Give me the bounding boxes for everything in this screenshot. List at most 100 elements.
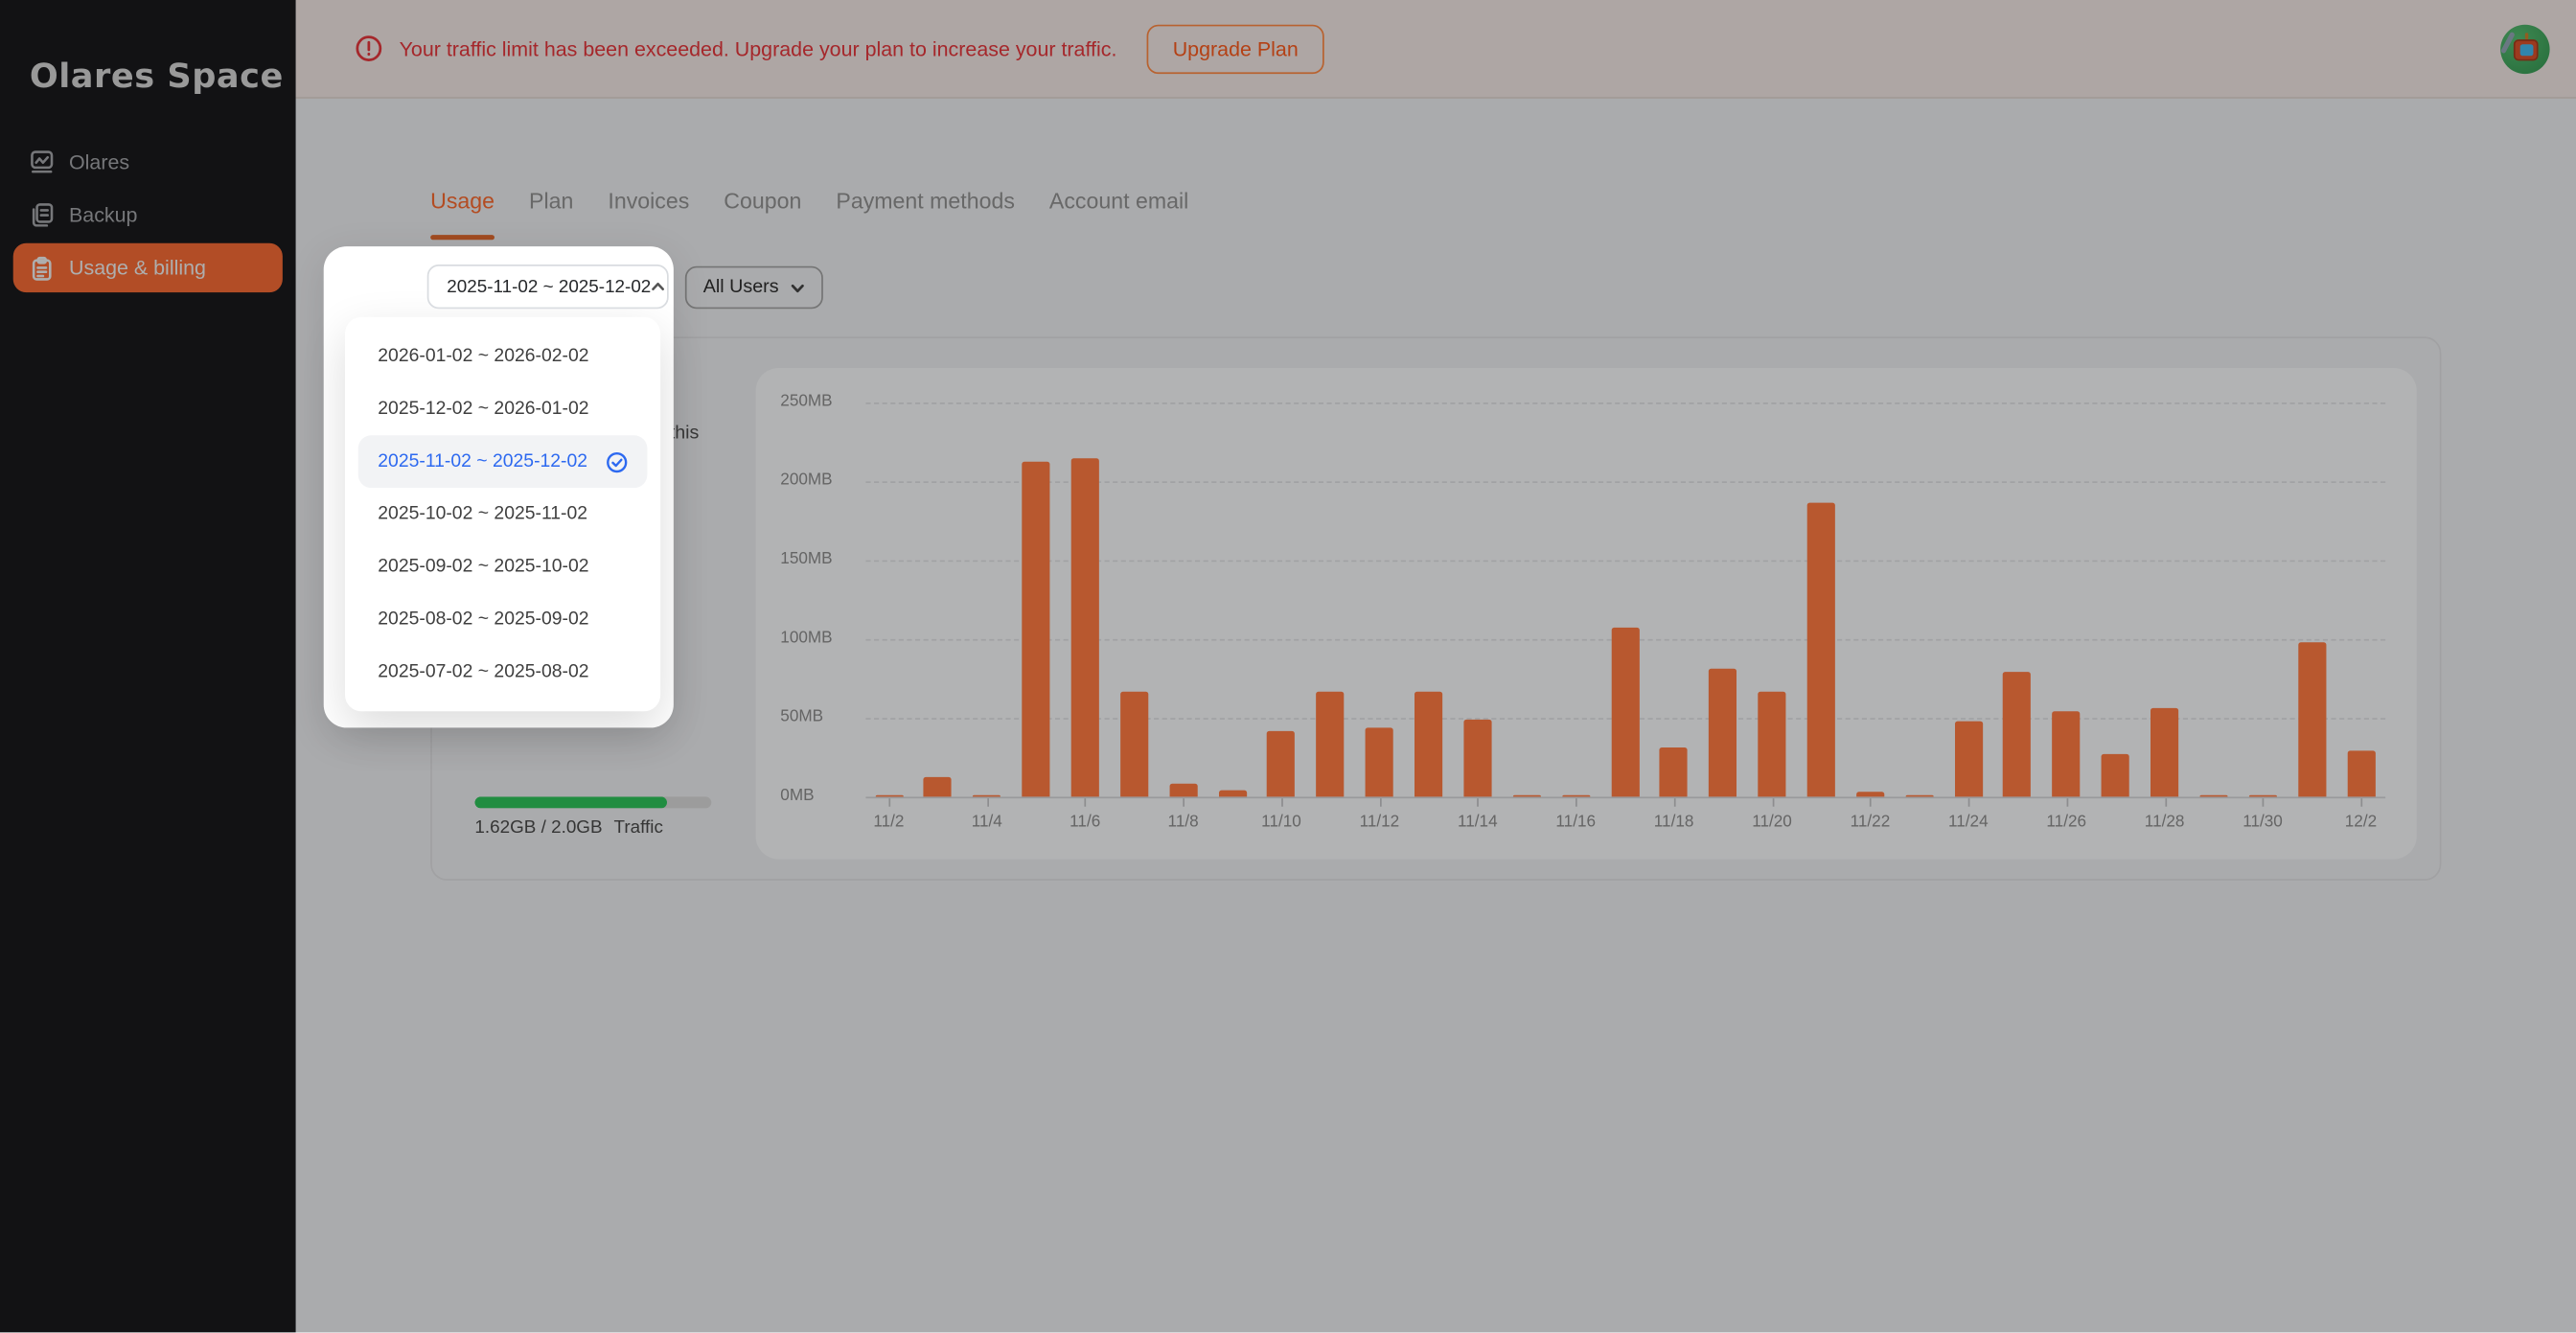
x-axis-tick-label: 11/18 xyxy=(1653,813,1694,832)
x-axis-tick-label: 11/20 xyxy=(1752,813,1792,832)
usage-bar-11-5 xyxy=(1022,460,1050,797)
date-range-select[interactable]: 2025-11-02 ~ 2025-12-02 xyxy=(426,264,669,310)
tab-coupon[interactable]: Coupon xyxy=(724,189,802,214)
x-axis-tick-label: 11/28 xyxy=(2144,813,2185,832)
user-filter-select[interactable]: All Users xyxy=(684,265,823,310)
usage-bar-11-2 xyxy=(874,793,904,797)
x-axis-tick xyxy=(1085,798,1087,807)
usage-bar-11-16 xyxy=(1561,793,1590,797)
usage-bar-11-20 xyxy=(1758,691,1786,797)
sidebar-item-usage-billing[interactable]: Usage & billing xyxy=(12,242,283,293)
tab-payment-methods[interactable]: Payment methods xyxy=(836,189,1015,214)
x-axis-tick-label: 12/2 xyxy=(2344,813,2378,832)
usage-bar-11-27 xyxy=(2101,753,2130,797)
copy-docs-icon xyxy=(30,202,55,227)
tab-account-email[interactable]: Account email xyxy=(1048,189,1189,214)
usage-bar-11-13 xyxy=(1414,691,1443,797)
check-circle-icon xyxy=(607,451,628,472)
gridline xyxy=(865,560,2386,563)
sidebar: Olares Space Olares Backup Usage & billi… xyxy=(0,0,296,1333)
x-axis-tick-label: 11/6 xyxy=(1070,813,1101,832)
x-axis-tick xyxy=(1379,798,1382,807)
x-axis-tick xyxy=(2164,798,2167,807)
x-axis-tick xyxy=(1967,798,1970,807)
x-axis-tick xyxy=(1772,798,1774,807)
x-axis-tick xyxy=(1576,798,1577,807)
date-range-option[interactable]: 2025-09-02 ~ 2025-10-02 xyxy=(358,540,648,593)
usage-bar-11-10 xyxy=(1267,730,1296,797)
tab-plan[interactable]: Plan xyxy=(529,189,574,214)
x-axis-tick xyxy=(1281,798,1283,807)
usage-bar-11-25 xyxy=(2003,672,2032,797)
x-axis-line xyxy=(865,796,2386,799)
quota-amount: 1.62GB / 2.0GB xyxy=(474,817,603,839)
usage-bar-11-12 xyxy=(1365,727,1393,797)
main-content: Usage Plan Invoices Coupon Payment metho… xyxy=(296,99,2576,1333)
usage-bar-11-8 xyxy=(1169,784,1198,797)
x-axis-tick-label: 11/30 xyxy=(2242,813,2283,832)
x-axis-tick-label: 11/26 xyxy=(2046,813,2087,832)
gridline xyxy=(865,402,2386,404)
x-axis-tick xyxy=(1673,798,1676,807)
usage-bar-11-29 xyxy=(2199,794,2228,797)
date-range-option[interactable]: 2025-12-02 ~ 2026-01-02 xyxy=(358,382,648,435)
y-axis-tick-label: 150MB xyxy=(780,550,833,569)
usage-bar-11-23 xyxy=(1905,794,1934,797)
date-range-option[interactable]: 2025-07-02 ~ 2025-08-02 xyxy=(358,646,648,699)
usage-bar-12-1 xyxy=(2297,642,2326,797)
warning-message: Your traffic limit has been exceeded. Up… xyxy=(399,36,1117,60)
tab-usage[interactable]: Usage xyxy=(430,189,495,241)
date-range-option[interactable]: 2026-01-02 ~ 2026-02-02 xyxy=(358,331,648,383)
date-range-option[interactable]: 2025-08-02 ~ 2025-09-02 xyxy=(358,593,648,646)
traffic-warning-banner: Your traffic limit has been exceeded. Up… xyxy=(295,0,2576,99)
usage-bar-11-28 xyxy=(2150,708,2179,797)
x-axis-tick-label: 11/22 xyxy=(1850,813,1891,832)
quota-unit-label: Traffic xyxy=(613,817,663,839)
date-range-option[interactable]: 2025-10-02 ~ 2025-11-02 xyxy=(358,488,648,540)
x-axis-tick xyxy=(2263,798,2265,807)
x-axis-tick-label: 11/12 xyxy=(1359,813,1400,832)
usage-bar-11-18 xyxy=(1660,747,1689,797)
option-label: 2025-08-02 ~ 2025-09-02 xyxy=(378,609,589,630)
tab-invoices[interactable]: Invoices xyxy=(608,189,690,214)
billing-tabs: Usage Plan Invoices Coupon Payment metho… xyxy=(430,189,1189,241)
sidebar-item-olares[interactable]: Olares xyxy=(13,138,283,186)
usage-bar-12-2 xyxy=(2346,750,2376,797)
usage-bar-11-6 xyxy=(1070,457,1099,797)
traffic-progress-bar xyxy=(474,796,712,809)
x-axis-tick-label: 11/16 xyxy=(1555,813,1597,832)
option-label: 2026-01-02 ~ 2026-02-02 xyxy=(378,346,589,367)
date-range-option[interactable]: 2025-11-02 ~ 2025-12-02 xyxy=(357,435,648,489)
option-label: 2025-10-02 ~ 2025-11-02 xyxy=(378,504,588,524)
x-axis-tick xyxy=(1870,798,1873,807)
usage-card: d this 1.62GB / 2.0GB Traffic 250MB 200MB… xyxy=(430,336,2442,881)
x-axis-tick xyxy=(1477,798,1480,807)
y-axis-tick-label: 50MB xyxy=(780,707,824,726)
x-axis-tick xyxy=(986,798,989,807)
sidebar-item-label: Olares xyxy=(69,149,130,173)
usage-bar-11-24 xyxy=(1954,721,1983,797)
user-avatar[interactable] xyxy=(2500,24,2550,75)
chevron-down-icon xyxy=(791,284,804,292)
avatar-decoration xyxy=(2524,33,2528,40)
usage-bar-11-7 xyxy=(1119,691,1148,797)
traffic-quota-label: 1.62GB / 2.0GB Traffic xyxy=(474,818,662,839)
user-filter-value: All Users xyxy=(702,277,779,298)
upgrade-plan-button[interactable]: Upgrade Plan xyxy=(1146,23,1325,74)
y-axis-tick-label: 0MB xyxy=(780,787,815,806)
traffic-progress-fill xyxy=(474,796,667,809)
usage-bar-11-4 xyxy=(973,793,1001,797)
sidebar-item-backup[interactable]: Backup xyxy=(13,191,283,239)
x-axis-tick-label: 11/24 xyxy=(1948,813,1989,832)
x-axis-tick-label: 11/14 xyxy=(1457,813,1498,832)
y-axis-tick-label: 250MB xyxy=(780,392,833,411)
gridline xyxy=(865,481,2386,484)
usage-bar-11-21 xyxy=(1806,503,1835,797)
usage-bar-11-22 xyxy=(1855,792,1884,797)
option-label: 2025-09-02 ~ 2025-10-02 xyxy=(378,557,589,577)
monitor-chart-icon xyxy=(30,149,55,174)
option-label: 2025-11-02 ~ 2025-12-02 xyxy=(378,451,588,472)
clipboard-icon xyxy=(30,256,55,281)
usage-bar-11-3 xyxy=(924,777,953,797)
